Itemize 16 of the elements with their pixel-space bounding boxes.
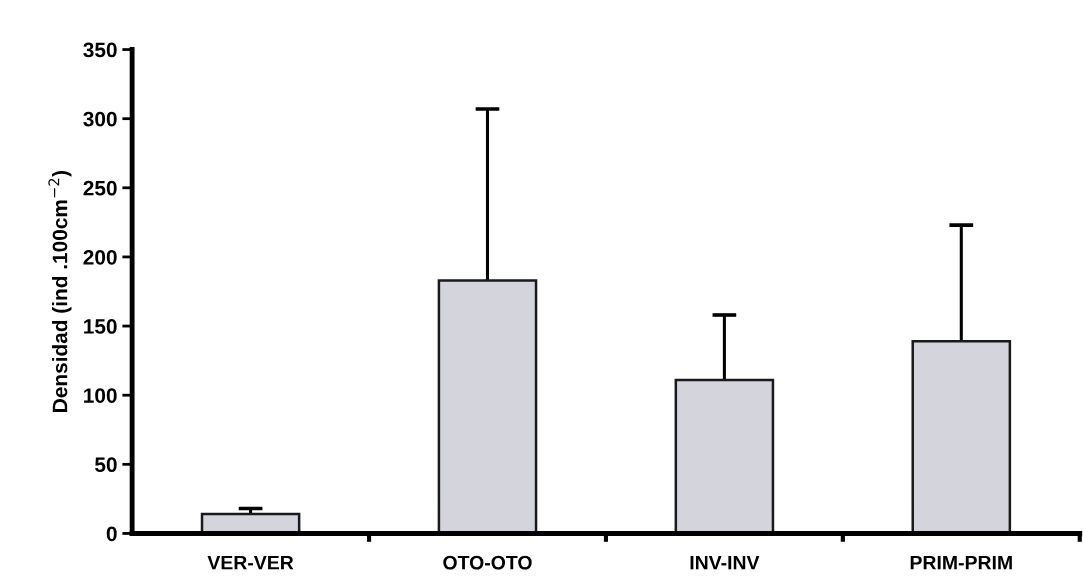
y-tick-label: 150 <box>84 319 117 334</box>
bar <box>674 378 775 534</box>
y-tick-label: 250 <box>83 180 117 196</box>
bar <box>437 279 538 534</box>
y-axis-title: Densidad (ind .100cm$^{−2}$) <box>48 170 72 412</box>
y-tick-label: 100 <box>84 388 117 403</box>
y-tick-label: 50 <box>95 457 117 473</box>
x-tick-label: PRIM-PRIM <box>910 555 1012 570</box>
bar <box>911 340 1012 534</box>
y-tick-label: 0 <box>106 526 117 542</box>
x-tick-label: INV-INV <box>690 555 760 570</box>
x-tick-label: OTO-OTO <box>443 555 532 570</box>
x-tick-label: VER-VER <box>207 555 294 570</box>
y-tick-label: 300 <box>83 111 117 127</box>
y-tick-label: 200 <box>83 249 117 265</box>
y-tick-label: 350 <box>83 42 117 58</box>
